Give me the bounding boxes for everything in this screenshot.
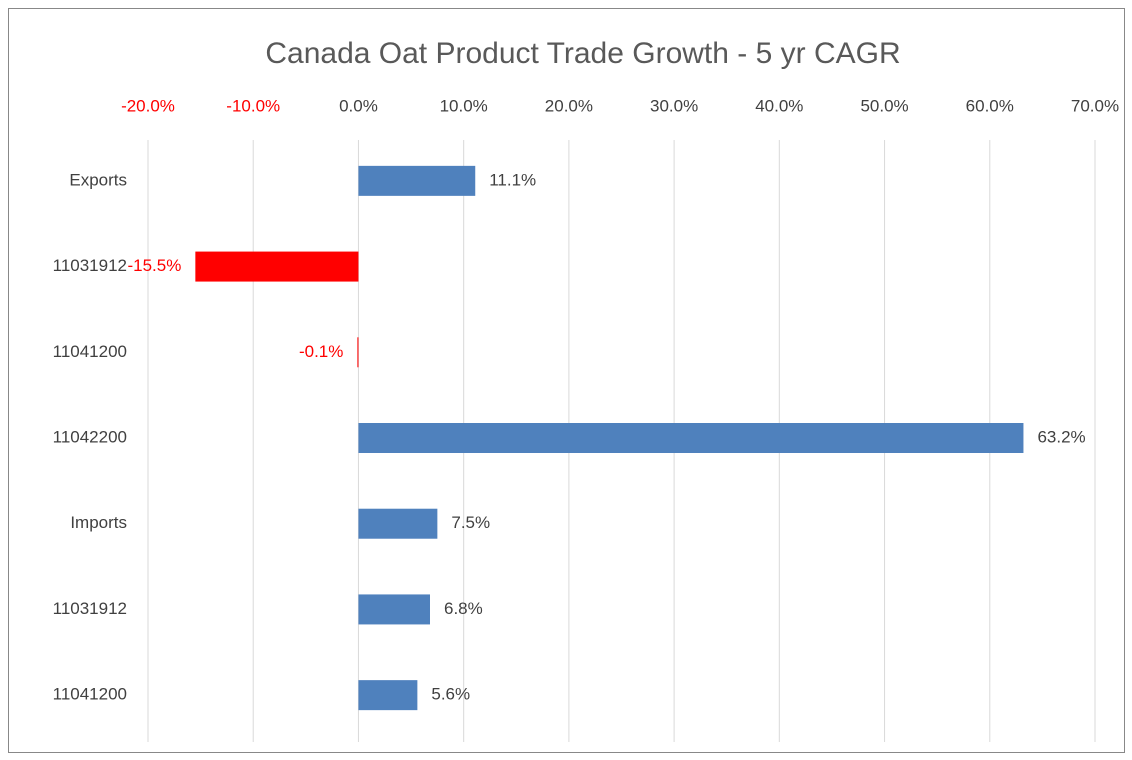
- x-tick-label: 60.0%: [966, 96, 1014, 115]
- y-tick-label: Exports: [69, 170, 127, 189]
- bar: [358, 423, 1024, 453]
- bar: [358, 165, 476, 196]
- value-label: 63.2%: [1037, 427, 1085, 446]
- x-tick-label: -20.0%: [121, 96, 175, 115]
- x-tick-label: 30.0%: [650, 96, 698, 115]
- y-tick-label: 11031912: [53, 599, 127, 618]
- x-tick-label: 70.0%: [1071, 96, 1119, 115]
- value-label: -15.5%: [127, 256, 181, 275]
- bar: [358, 594, 430, 625]
- bar: [358, 680, 418, 711]
- x-tick-label: 50.0%: [860, 96, 908, 115]
- value-label: 7.5%: [451, 513, 490, 532]
- x-tick-label: 0.0%: [339, 96, 378, 115]
- value-label: -0.1%: [299, 342, 343, 361]
- chart-frame: [8, 8, 1125, 753]
- y-tick-label: 11031912: [53, 256, 127, 275]
- y-tick-label: 11041200: [53, 342, 127, 361]
- x-tick-label: -10.0%: [226, 96, 280, 115]
- y-tick-label: 11042200: [53, 427, 127, 446]
- bar: [195, 251, 359, 282]
- y-tick-label: 11041200: [53, 685, 127, 704]
- value-label: 5.6%: [431, 685, 470, 704]
- x-tick-label: 10.0%: [440, 96, 488, 115]
- bar: [358, 508, 438, 539]
- x-tick-label: 40.0%: [755, 96, 803, 115]
- chart-title: Canada Oat Product Trade Growth - 5 yr C…: [265, 37, 900, 70]
- x-tick-label: 20.0%: [545, 96, 593, 115]
- y-tick-label: Imports: [70, 513, 127, 532]
- value-label: 11.1%: [489, 170, 536, 189]
- value-label: 6.8%: [444, 599, 483, 618]
- bar: [357, 337, 359, 368]
